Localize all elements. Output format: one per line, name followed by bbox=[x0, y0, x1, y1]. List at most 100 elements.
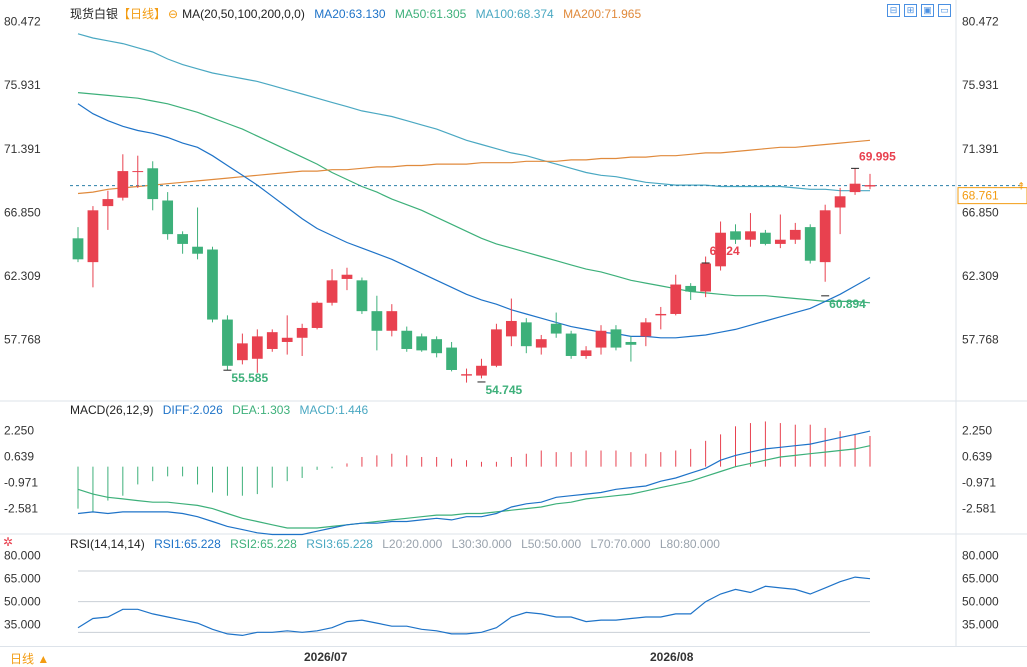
rsi-l80: L80:80.000 bbox=[659, 537, 720, 551]
zoom-out-icon[interactable]: ⊟ bbox=[887, 4, 900, 17]
macd-tick-left: -2.581 bbox=[4, 501, 38, 515]
macd-name[interactable]: MACD(26,12,9) bbox=[70, 403, 154, 417]
candle-body bbox=[520, 322, 532, 347]
rsi-name[interactable]: RSI(14,14,14) bbox=[70, 537, 145, 551]
ma20-line bbox=[77, 103, 871, 339]
rsi-tick-left: 50.000 bbox=[4, 595, 41, 609]
timeframe-label[interactable]: 【日线】 bbox=[118, 7, 167, 21]
price-tick-right: 80.472 bbox=[962, 15, 999, 29]
ma100-value: MA100:68.374 bbox=[475, 7, 554, 21]
candle-body bbox=[311, 302, 323, 328]
date-tick-aug: 2026/08 bbox=[650, 650, 694, 664]
date-tick-jul: 2026/07 bbox=[304, 650, 348, 664]
candle-body bbox=[102, 199, 114, 207]
annotation-label: 63.24 bbox=[710, 244, 740, 258]
rsi1-value: RSI1:65.228 bbox=[154, 537, 221, 551]
candle-body bbox=[819, 210, 831, 263]
candle-body bbox=[281, 337, 293, 342]
candle-body bbox=[745, 231, 756, 240]
current-price-label: 68.761 bbox=[962, 189, 999, 203]
settings-gear-icon[interactable]: ✲ bbox=[3, 535, 14, 549]
candle-body bbox=[87, 210, 99, 263]
candle-body bbox=[341, 274, 353, 279]
rsi-tick-right: 65.000 bbox=[962, 572, 999, 586]
macd-dea-line bbox=[77, 445, 871, 529]
candle-body bbox=[715, 232, 726, 267]
candle-body bbox=[356, 280, 368, 312]
candle-body bbox=[296, 327, 308, 338]
rsi-legend: RSI(14,14,14) RSI1:65.228 RSI2:65.228 RS… bbox=[70, 537, 726, 551]
price-tick-left: 66.850 bbox=[4, 205, 41, 219]
candle-body bbox=[670, 284, 682, 314]
candle-body bbox=[789, 229, 801, 240]
current-price-box bbox=[957, 187, 1027, 205]
rsi-tick-left: 65.000 bbox=[4, 572, 41, 586]
candle-body bbox=[192, 246, 203, 254]
candle-body bbox=[72, 238, 84, 260]
timeframe-tab[interactable]: 日线 ▲ bbox=[10, 652, 50, 666]
ma200-value: MA200:71.965 bbox=[563, 7, 642, 21]
candle-body bbox=[864, 185, 876, 187]
macd-diff-line bbox=[77, 430, 871, 536]
macd-tick-left: -0.971 bbox=[4, 475, 38, 489]
annotation-label: 60.894 bbox=[829, 297, 866, 311]
candle-body bbox=[461, 374, 472, 376]
candle-body bbox=[207, 249, 218, 320]
ma-indicator-name[interactable]: MA(20,50,100,200,0,0) bbox=[182, 7, 305, 21]
candle-body bbox=[685, 285, 697, 292]
price-tick-right: 62.309 bbox=[962, 269, 999, 283]
candle-body bbox=[565, 333, 577, 356]
macd-diff: DIFF:2.026 bbox=[162, 403, 223, 417]
candle-body bbox=[326, 280, 338, 303]
candle-body bbox=[371, 311, 383, 331]
ma200-line bbox=[77, 139, 871, 195]
fit-icon[interactable]: ▣ bbox=[921, 4, 934, 17]
circle-minus-icon[interactable]: ⊖ bbox=[168, 7, 179, 21]
ma50-value: MA50:61.305 bbox=[394, 7, 467, 21]
rsi-tick-right: 35.000 bbox=[962, 618, 999, 632]
annotation-label: 55.585 bbox=[231, 371, 268, 385]
candle-body bbox=[595, 330, 607, 348]
candle-body bbox=[266, 332, 278, 349]
price-legend: 现货白银【日线】 ⊖ MA(20,50,100,200,0,0) MA20:63.1… bbox=[70, 7, 647, 21]
price-tick-left: 71.391 bbox=[4, 142, 41, 156]
macd-tick-right: 2.250 bbox=[962, 423, 992, 437]
candle-body bbox=[476, 365, 487, 376]
price-tick-left: 75.931 bbox=[4, 78, 41, 92]
annotation-label: 69.995 bbox=[859, 149, 896, 163]
candle-body bbox=[236, 343, 248, 361]
candle-body bbox=[222, 319, 233, 366]
macd-tick-right: -2.581 bbox=[962, 501, 996, 515]
rsi-tick-left: 35.000 bbox=[4, 618, 41, 632]
candle-body bbox=[505, 320, 517, 337]
candle-body bbox=[431, 339, 443, 354]
candle-body bbox=[730, 231, 741, 240]
rsi2-value: RSI2:65.228 bbox=[230, 537, 297, 551]
candle-body bbox=[700, 263, 712, 292]
candle-body bbox=[132, 171, 144, 173]
candle-body bbox=[804, 227, 816, 261]
ma50-line bbox=[77, 92, 871, 304]
candle-body bbox=[655, 313, 667, 316]
rsi-line bbox=[77, 576, 871, 637]
price-tick-right: 71.391 bbox=[962, 142, 999, 156]
collapse-icon[interactable]: ▭ bbox=[938, 4, 951, 17]
candle-body bbox=[147, 168, 159, 200]
candle-body bbox=[177, 234, 188, 244]
chart-tools: ⊟ ⊞ ▣ ▭ bbox=[887, 4, 951, 17]
candle-body bbox=[162, 200, 174, 235]
candle-body bbox=[625, 341, 637, 345]
candle-body bbox=[535, 339, 547, 348]
macd-tick-right: 0.639 bbox=[962, 449, 992, 463]
price-tick-left: 62.309 bbox=[4, 269, 41, 283]
macd-legend: MACD(26,12,9) DIFF:2.026 DEA:1.303 MACD:… bbox=[70, 403, 374, 417]
annotation-label: 54.745 bbox=[485, 383, 522, 397]
rsi-l30: L30:30.000 bbox=[451, 537, 512, 551]
candle-body bbox=[251, 336, 263, 359]
chart-svg[interactable]: 80.472 80.472 75.931 75.931 71.391 71.391 66.8… bbox=[0, 0, 1027, 646]
macd-value: MACD:1.446 bbox=[299, 403, 369, 417]
rsi-l70: L70:70.000 bbox=[590, 537, 651, 551]
macd-tick-left: 0.639 bbox=[4, 449, 34, 463]
zoom-in-icon[interactable]: ⊞ bbox=[904, 4, 917, 17]
